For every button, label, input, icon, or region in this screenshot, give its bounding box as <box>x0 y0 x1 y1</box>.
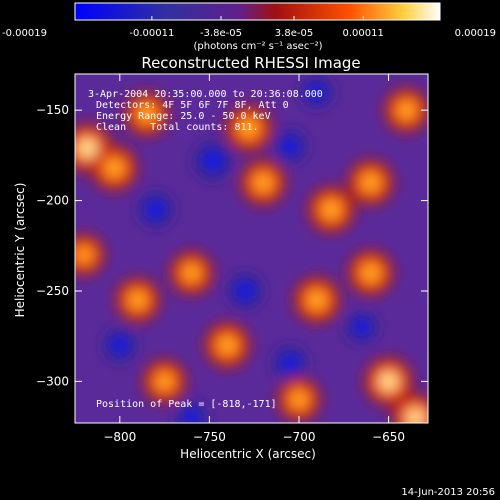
overlay-energy-range: Energy Range: 25.0 - 50.0 keV <box>96 111 271 122</box>
plot-frame <box>74 73 429 424</box>
colorbar-tick-label: -0.00011 <box>129 28 174 39</box>
x-tick-label: −650 <box>372 430 405 444</box>
colorbar <box>74 2 441 21</box>
overlay-clean-counts: Clean Total counts: 811. <box>96 122 259 133</box>
cold-spot-core <box>147 201 164 218</box>
y-tick-label: −300 <box>36 374 69 388</box>
cold-spot-core <box>111 337 128 354</box>
hot-spot-core <box>184 265 199 281</box>
hot-spot-core <box>291 392 307 407</box>
hot-spot-core <box>362 174 379 191</box>
y-axis-label: Heliocentric Y (arcsec) <box>13 183 27 318</box>
x-tick-label: −700 <box>283 430 316 444</box>
y-tick-label: −150 <box>36 103 69 117</box>
hot-spot-core <box>308 291 326 309</box>
hot-spot-core <box>407 409 424 423</box>
colorbar-tick-label: -0.00019 <box>2 28 47 39</box>
x-tick-label: −750 <box>193 430 226 444</box>
colorbar-tick-label: 0.00011 <box>342 28 383 39</box>
hot-spot-core <box>323 201 340 218</box>
overlay-detectors: Detectors: 4F 5F 6F 7F 8F, Att 0 <box>96 100 289 111</box>
colorbar-tick-label: -3.8e-05 <box>200 28 242 39</box>
cold-spot-core <box>354 319 370 335</box>
hot-spot-core <box>78 139 97 158</box>
heatmap-image <box>75 74 428 423</box>
hot-spot-core <box>362 265 379 281</box>
hot-spot-core <box>398 102 414 118</box>
hot-spot-core <box>130 292 146 308</box>
hot-spot-core <box>240 120 257 137</box>
colorbar-tick-label: 0.00019 <box>455 28 496 39</box>
hot-spot-core <box>77 248 91 262</box>
hot-spot-core <box>255 174 271 191</box>
cold-spot-core <box>184 410 199 423</box>
peak-position-label: Position of Peak = [-818,-171] <box>96 399 277 410</box>
y-tick-label: −250 <box>36 284 69 298</box>
hot-spot-core <box>219 337 236 354</box>
cold-spot-core <box>282 138 298 155</box>
cold-spot-core <box>309 84 325 100</box>
hot-spot-core <box>106 160 123 176</box>
hot-spot-core <box>379 372 398 391</box>
x-tick-label: −800 <box>103 430 136 444</box>
colorbar-units-label: (photons cm⁻² s⁻¹ asec⁻²) <box>193 41 322 52</box>
cold-spot-core <box>237 282 254 300</box>
timestamp: 14-Jun-2013 20:56 <box>401 487 495 498</box>
cold-spot-core <box>203 151 222 170</box>
colorbar-ticks: -0.00019 -0.00011 -3.8e-05 3.8e-05 0.00011 0.… <box>2 16 496 39</box>
axis-ticks: −800 −750 −700 −650 −150 −200 −250 −300 <box>36 74 428 444</box>
hot-spot-core <box>157 374 172 389</box>
y-tick-label: −200 <box>36 194 69 208</box>
colorbar-tick-label: 3.8e-05 <box>275 28 313 39</box>
x-axis-label: Heliocentric X (arcsec) <box>180 447 316 461</box>
hot-spot-core <box>139 106 155 122</box>
cold-spot-core <box>282 355 299 372</box>
overlay-time-range: 3-Apr-2004 20:35:00.000 to 20:36:08.000 <box>88 89 323 100</box>
chart-title: Reconstructed RHESSI Image <box>141 54 360 72</box>
